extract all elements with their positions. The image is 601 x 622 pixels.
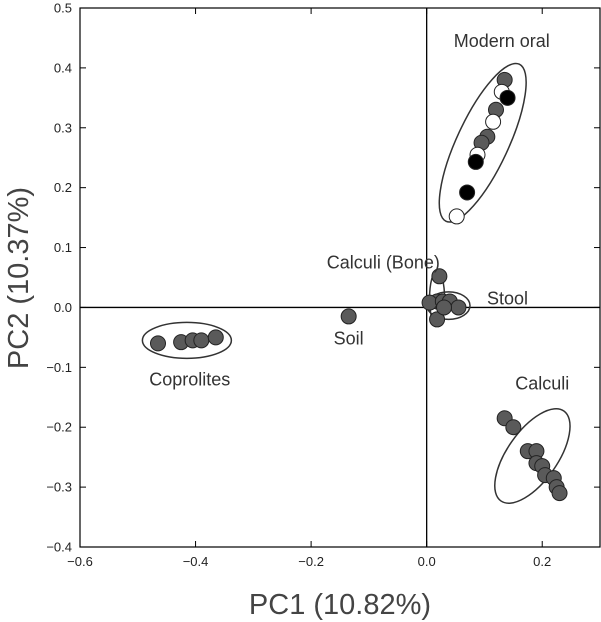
coprolites-point [150,335,166,352]
calculi-point [551,485,568,502]
coprolites-label: Coprolites [149,369,230,389]
y-axis-label: PC2 (10.37%) [3,187,35,369]
coprolites-point [207,329,224,346]
soil-point [340,308,357,325]
y-tick-label: −0.1 [46,360,72,375]
y-tick-label: −0.2 [46,420,72,435]
stool-point [450,299,467,316]
modern-oral-point [448,208,465,225]
modern-oral-point [499,89,516,106]
stool-label: Stool [487,288,528,308]
x-tick-label: −0.2 [298,554,324,569]
modern-oral-point [485,113,502,130]
calculi-bone-label: Calculi (Bone) [327,253,440,273]
modern-oral-point [459,184,476,201]
calculi-bone-point [429,311,446,328]
data-points [150,71,568,502]
stool-point [436,299,452,316]
calculi-bone-point [431,268,448,285]
calculi-point [505,419,522,436]
modern-oral-label: Modern oral [454,31,550,51]
x-axis-label: PC1 (10.82%) [249,589,431,621]
y-tick-label: 0.2 [54,180,72,195]
plot-area [79,7,601,548]
y-tick-label: 0.4 [54,60,72,75]
x-tick-label: −0.4 [183,554,209,569]
x-tick-label: 0.0 [418,554,436,569]
axis-ticks: −0.6 −0.4 −0.2 0.0 0.2−0.4−0.3−0.2−0.10.00.1… [46,1,600,569]
calculi-label: Calculi [515,374,569,394]
y-tick-label: 0.0 [54,300,72,315]
x-tick-label: 0.2 [533,554,551,569]
modern-oral-point [467,153,484,170]
modern-oral-ellipse [438,62,527,223]
y-tick-label: −0.4 [46,540,72,555]
soil-label: Soil [334,329,364,349]
y-tick-label: 0.5 [54,1,72,16]
stool-point [421,294,438,311]
y-tick-label: 0.3 [54,120,72,135]
x-tick-label: −0.6 [67,554,93,569]
coprolites-ellipse [141,321,233,360]
reference-lines [80,8,600,547]
y-tick-label: −0.3 [46,480,72,495]
coprolites-point [193,332,210,349]
annotations: Modern oral Calculi (Bone) Stool Soil Coprol… [149,31,569,394]
y-tick-label: 0.1 [54,240,72,255]
